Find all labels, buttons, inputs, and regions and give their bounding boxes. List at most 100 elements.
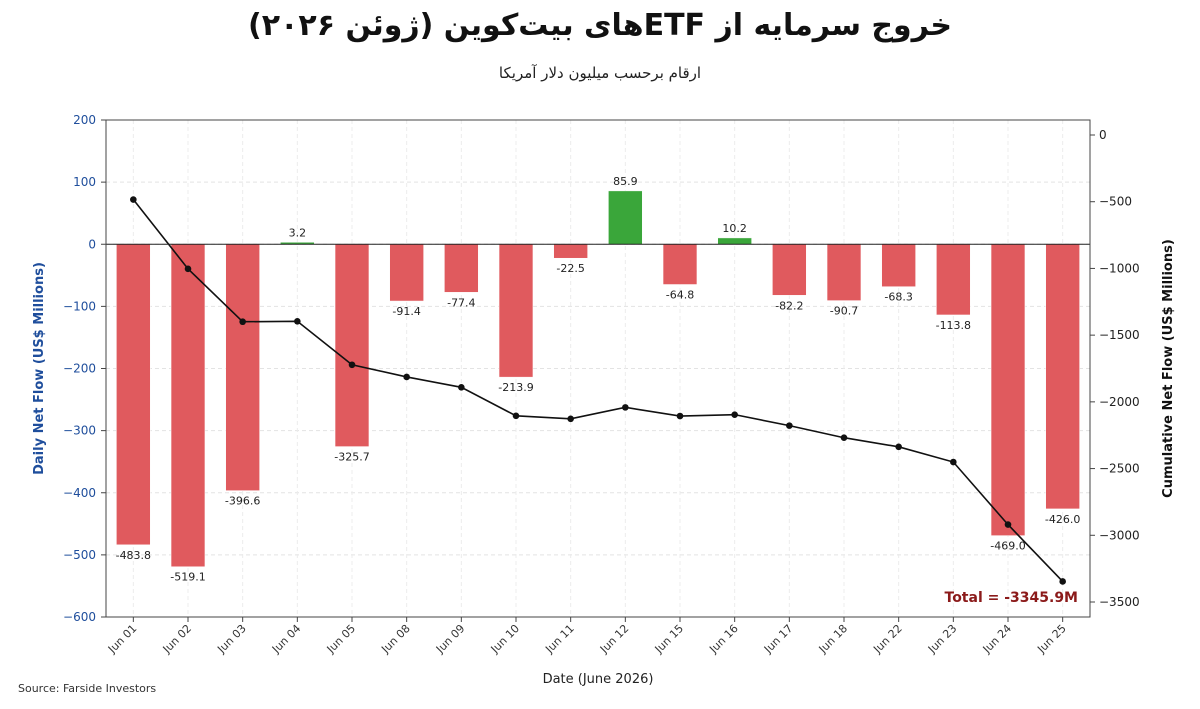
x-tick-label: Jun 17: [761, 622, 795, 656]
y2-tick-label: −3000: [1099, 528, 1140, 542]
bar-value-label: -519.1: [170, 571, 205, 584]
cumulative-point: [567, 415, 574, 423]
x-tick-label: Jun 25: [1034, 622, 1068, 656]
bar: [334, 244, 370, 447]
y2-tick-label: −2500: [1099, 462, 1140, 476]
bar: [826, 244, 862, 301]
x-tick-label: Jun 05: [324, 622, 358, 656]
x-tick-label: Jun 04: [269, 622, 303, 656]
bar-value-label: -426.0: [1045, 513, 1080, 526]
y2-tick-label: −1500: [1099, 328, 1140, 342]
cumulative-point: [840, 434, 848, 442]
cumulative-point: [1004, 521, 1012, 528]
total-annotation: Total = -3345.9M: [945, 590, 1079, 606]
bar: [116, 244, 151, 546]
bar-value-label: -469.0: [990, 540, 1025, 553]
cumulative-point: [731, 411, 738, 418]
y-tick-label: −300: [63, 424, 96, 438]
source-note: Source: Farside Investors: [18, 682, 157, 695]
y-tick-label: 0: [88, 237, 96, 251]
cumulative-line: [132, 199, 1064, 582]
cumulative-point: [458, 383, 465, 391]
y-tick-label: −200: [63, 362, 96, 376]
x-tick-label: Jun 10: [488, 622, 522, 656]
x-tick-label: Jun 18: [816, 622, 850, 656]
bar-value-label: -396.6: [225, 495, 260, 508]
cumulative-line-series: [130, 196, 1066, 585]
bar: [936, 244, 971, 316]
bar-value-label: 10.2: [722, 222, 747, 235]
bar: [444, 244, 479, 293]
cumulative-point: [184, 265, 192, 273]
y2-tick-label: −500: [1099, 195, 1132, 209]
x-tick-label: Jun 24: [980, 622, 1014, 656]
cumulative-point: [895, 443, 902, 451]
bar-value-label: -483.8: [116, 549, 151, 562]
y2-tick-label: −2000: [1099, 395, 1140, 409]
cumulative-point: [512, 412, 520, 420]
x-axis-title: Date (June 2026): [543, 672, 654, 687]
cumulative-point: [403, 373, 410, 381]
bar: [498, 244, 534, 378]
bar-value-label: -68.3: [884, 291, 912, 304]
x-tick-label: Jun 01: [105, 622, 139, 656]
x-tick-label: Jun 08: [378, 622, 412, 656]
cumulative-point: [348, 361, 356, 369]
y2-tick-label: 0: [1099, 128, 1107, 142]
x-tick-label: Jun 16: [706, 622, 740, 656]
y2-tick-label: −1000: [1099, 261, 1140, 275]
cumulative-point: [130, 196, 137, 203]
bar-value-label: 85.9: [613, 175, 638, 188]
y-tick-label: 100: [73, 175, 96, 189]
chart-subtitle: ارقام برحسب میلیون دلار آمریکا: [498, 64, 702, 82]
y-tick-label: −500: [63, 548, 96, 562]
bar: [772, 244, 807, 296]
y-axis-title: Daily Net Flow (US$ Millions): [32, 262, 47, 475]
bar-value-label: -325.7: [334, 451, 369, 464]
cumulative-point: [950, 458, 957, 466]
x-tick-label: Jun 03: [214, 622, 248, 656]
y2-axis-title: Cumulative Net Flow (US$ Millions): [1161, 239, 1176, 498]
bar-value-label: -113.8: [936, 319, 971, 332]
bar: [389, 244, 424, 302]
y2-tick-label: −3500: [1099, 595, 1140, 609]
x-tick-label: Jun 12: [597, 622, 631, 656]
x-tick-label: Jun 22: [870, 622, 904, 656]
data-labels: -483.8 -519.1 -396.6 3.2 -325.7 -91.4 -77.4 -21…: [116, 175, 1081, 606]
cumulative-point: [239, 318, 246, 326]
cumulative-point: [676, 412, 684, 420]
bar-value-label: -77.4: [447, 296, 475, 309]
bar: [662, 244, 698, 285]
bar: [717, 237, 752, 245]
cumulative-point: [294, 318, 301, 325]
y-tick-label: −600: [63, 610, 96, 624]
y-tick-label: −100: [63, 299, 96, 313]
x-tick-label: Jun 15: [652, 622, 686, 656]
cumulative-point: [622, 404, 629, 411]
bar-value-label: 3.2: [289, 226, 307, 239]
x-tick-label: Jun 23: [925, 622, 959, 656]
chart-title: خروج سرمایه از ETFهای بیت‌کوین (ژوئن ۲۰۲…: [248, 8, 952, 43]
bar-value-label: -82.2: [775, 299, 803, 312]
y-tick-label: 200: [73, 113, 96, 127]
bar: [1045, 244, 1080, 510]
bar-value-label: -91.4: [392, 305, 420, 318]
x-tick-label: Jun 09: [433, 622, 467, 656]
x-tick-label: Jun 11: [542, 622, 576, 656]
cumulative-point: [1059, 578, 1066, 585]
cumulative-point: [786, 422, 793, 429]
bar: [170, 244, 206, 567]
bar-value-label: -90.7: [830, 305, 858, 318]
bar-value-label: -22.5: [556, 262, 584, 275]
bar-value-label: -64.8: [666, 289, 694, 302]
bar: [225, 244, 260, 491]
bar-value-label: -213.9: [498, 381, 533, 394]
bar: [990, 244, 1026, 536]
y-tick-label: −400: [63, 486, 96, 500]
bar: [881, 244, 916, 287]
bar-series: [116, 190, 1080, 567]
bar: [553, 244, 588, 259]
x-tick-label: Jun 02: [160, 622, 194, 656]
bar: [608, 190, 643, 245]
